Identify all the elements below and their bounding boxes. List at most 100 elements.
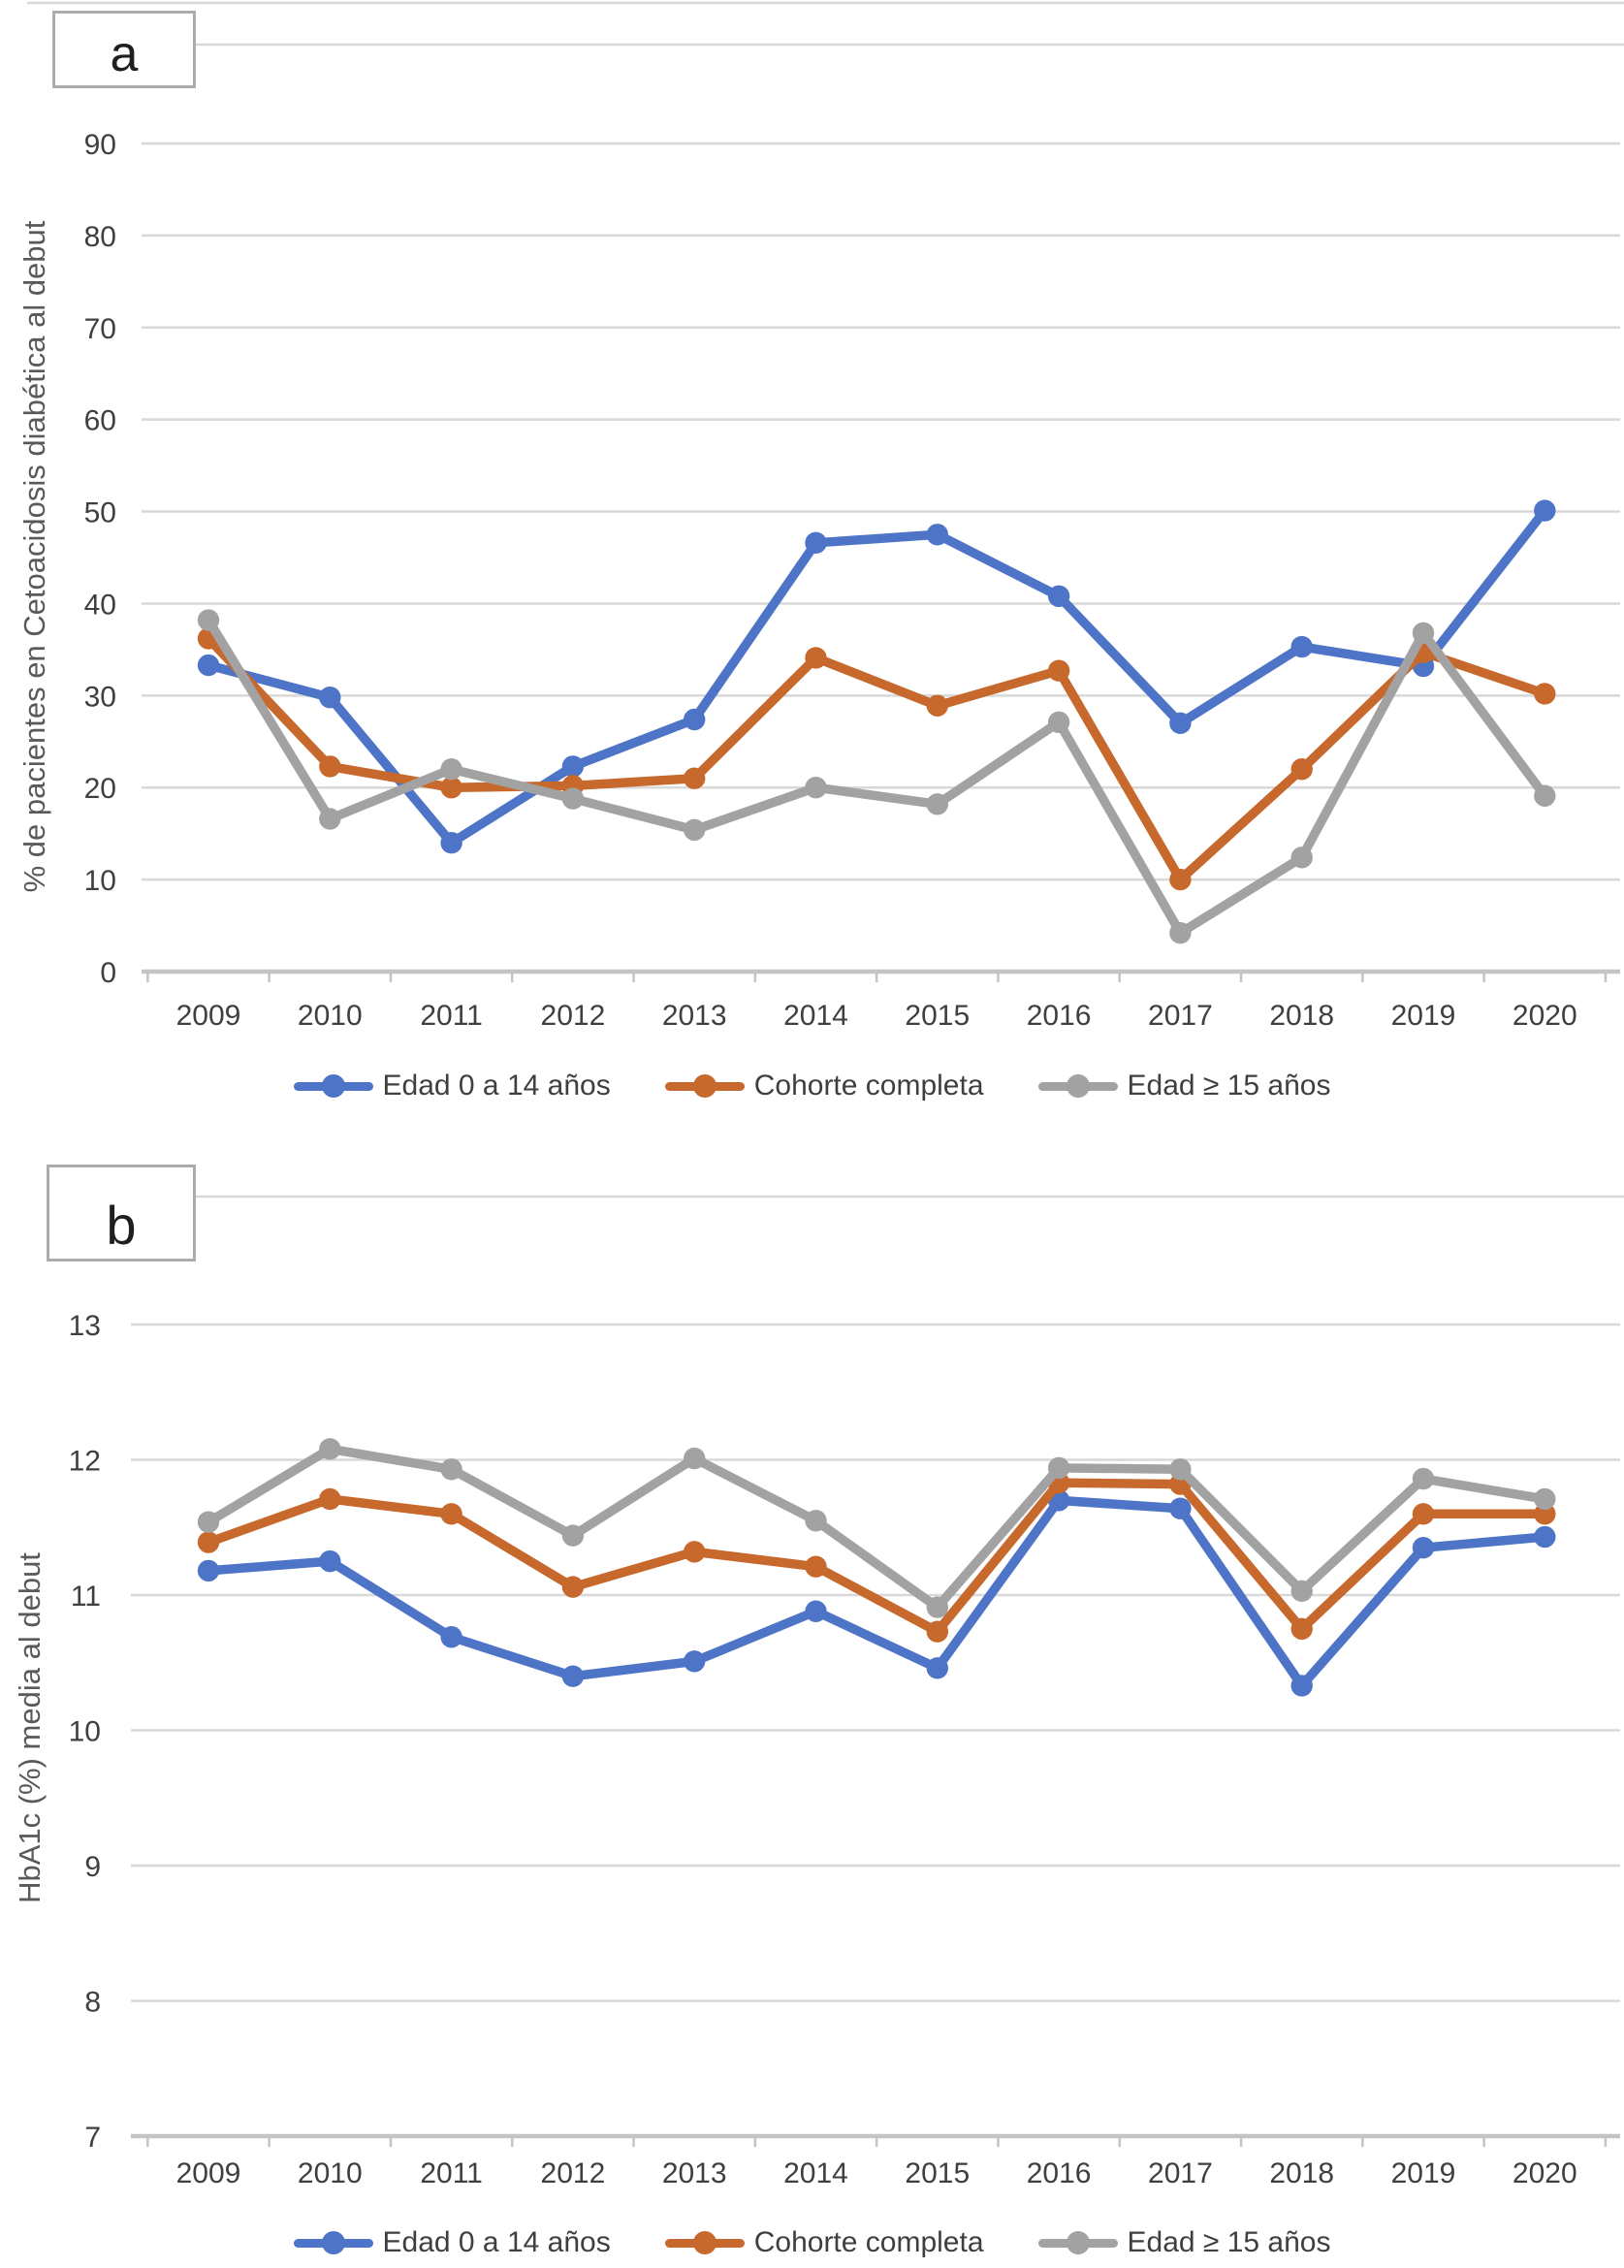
legend-line-marker-icon <box>293 1074 373 1098</box>
marker-edad-0-a-14-anos-2017 <box>1169 1497 1192 1519</box>
y-tick-label-20: 20 <box>84 773 116 805</box>
marker-edad-15-anos-2013 <box>684 818 706 842</box>
chart-b-y-axis-title: HbA1c (%) media al debut <box>13 1552 47 1903</box>
series-line-edad-0-a-14-anos <box>204 1495 1550 1691</box>
marker-cohorte-completa-2011 <box>440 777 462 799</box>
marker-cohorte-completa-2015 <box>926 694 948 717</box>
marker-edad-15-anos-2020 <box>1534 1487 1556 1511</box>
legend-item-edad-15-anos: Edad ≥ 15 años <box>1037 2226 1331 2259</box>
legend-label-edad-0-a-14-anos: Edad 0 a 14 años <box>382 1070 611 1102</box>
chart-a-y-axis-title: % de pacientes en Cetoacidosis diabética… <box>17 220 51 893</box>
x-tick-label-2017: 2017 <box>1148 1000 1213 1032</box>
panel-a-label-box: a <box>52 11 196 88</box>
y-tick-label-90: 90 <box>84 129 116 161</box>
y-tick-label-40: 40 <box>84 589 116 621</box>
x-tick-label-2013: 2013 <box>662 2157 727 2189</box>
marker-edad-0-a-14-anos-2018 <box>1290 635 1313 658</box>
marker-edad-15-anos-2017 <box>1169 921 1192 944</box>
y-tick-label-10: 10 <box>84 865 116 897</box>
x-tick-label-2009: 2009 <box>176 1000 241 1032</box>
panel-a-letter: a <box>110 26 139 82</box>
marker-edad-15-anos-2016 <box>1047 1456 1070 1480</box>
legend-dot-icon <box>1066 2231 1090 2254</box>
marker-edad-15-anos-2015 <box>926 1596 948 1618</box>
x-tick-label-2015: 2015 <box>905 1000 970 1032</box>
marker-edad-15-anos-2014 <box>805 1510 827 1532</box>
legend-item-edad-15-anos: Edad ≥ 15 años <box>1037 1070 1331 1102</box>
legend-line-marker-icon <box>664 1074 745 1098</box>
y-tick-label-0: 0 <box>100 957 116 989</box>
marker-edad-15-anos-2016 <box>1047 711 1070 734</box>
x-tick-label-2010: 2010 <box>298 2157 363 2189</box>
y-tick-label-7: 7 <box>84 2122 101 2154</box>
marker-edad-0-a-14-anos-2011 <box>440 1626 462 1648</box>
marker-edad-15-anos-2011 <box>440 758 462 781</box>
marker-edad-0-a-14-anos-2017 <box>1169 712 1192 734</box>
marker-edad-0-a-14-anos-2013 <box>684 1650 706 1673</box>
y-tick-label-70: 70 <box>84 313 116 345</box>
chart-b-legend: Edad 0 a 14 años Cohorte completa Edad ≥ 1… <box>0 2226 1624 2259</box>
y-tick-label-50: 50 <box>84 497 116 529</box>
legend-item-cohorte-completa: Cohorte completa <box>664 2226 984 2259</box>
marker-cohorte-completa-2012 <box>561 1576 585 1598</box>
marker-edad-15-anos-2015 <box>926 793 948 815</box>
x-tick-label-2019: 2019 <box>1391 1000 1456 1032</box>
marker-edad-15-anos-2018 <box>1290 1580 1313 1603</box>
marker-cohorte-completa-2010 <box>319 1487 341 1511</box>
marker-edad-0-a-14-anos-2014 <box>805 531 827 555</box>
y-tick-label-11: 11 <box>71 1581 101 1613</box>
y-tick-label-80: 80 <box>84 221 116 253</box>
marker-edad-0-a-14-anos-2013 <box>684 708 706 731</box>
legend-dot-icon <box>692 2231 716 2254</box>
marker-edad-15-anos-2019 <box>1412 622 1435 645</box>
legend-label-cohorte-completa: Cohorte completa <box>753 1070 984 1102</box>
chart-b-plot: 7 8 9 10 11 12 13 2009 2010 2011 2012 2013 2014 2015 2… <box>69 1195 1624 2189</box>
marker-cohorte-completa-2018 <box>1290 1617 1313 1641</box>
marker-cohorte-completa-2018 <box>1290 758 1313 781</box>
panel-b-letter: b <box>106 1195 137 1256</box>
legend-line-marker-icon <box>1037 1074 1118 1098</box>
legend-label-edad-15-anos: Edad ≥ 15 años <box>1127 2226 1331 2258</box>
legend-line-marker-icon <box>1037 2231 1118 2254</box>
legend-label-edad-15-anos: Edad ≥ 15 años <box>1127 1070 1331 1102</box>
x-tick-label-2009: 2009 <box>176 2157 241 2189</box>
marker-edad-15-anos-2014 <box>805 777 827 799</box>
chart-a-plot: 0 10 20 30 40 50 60 70 80 90 2009 2010 2011 2012 2013 2… <box>27 1 1624 1032</box>
series-line-edad-0-a-14-anos <box>204 505 1550 847</box>
marker-cohorte-completa-2019 <box>1412 1503 1435 1525</box>
marker-edad-0-a-14-anos-2011 <box>440 831 462 854</box>
y-tick-label-13: 13 <box>69 1310 101 1342</box>
x-tick-label-2018: 2018 <box>1269 2157 1334 2189</box>
marker-cohorte-completa-2014 <box>805 1555 827 1578</box>
legend-label-edad-0-a-14-anos: Edad 0 a 14 años <box>382 2226 611 2258</box>
marker-cohorte-completa-2016 <box>1047 659 1070 682</box>
legend-item-edad-0-a-14-anos: Edad 0 a 14 años <box>293 1070 611 1102</box>
marker-cohorte-completa-2010 <box>319 755 341 778</box>
marker-edad-15-anos-2009 <box>197 609 220 631</box>
marker-edad-0-a-14-anos-2012 <box>561 1665 585 1687</box>
marker-cohorte-completa-2009 <box>197 1531 220 1553</box>
marker-edad-15-anos-2010 <box>319 1438 341 1460</box>
marker-edad-15-anos-2013 <box>684 1447 706 1470</box>
y-tick-label-9: 9 <box>84 1851 101 1883</box>
marker-edad-0-a-14-anos-2012 <box>561 755 585 778</box>
series-line-cohorte-completa <box>204 1478 1550 1637</box>
marker-edad-0-a-14-anos-2020 <box>1534 499 1556 522</box>
x-tick-label-2011: 2011 <box>420 1000 483 1032</box>
panel-b-label-box: b <box>47 1165 196 1262</box>
x-tick-label-2012: 2012 <box>541 2157 606 2189</box>
chart-a-legend: Edad 0 a 14 años Cohorte completa Edad ≥ 1… <box>0 1070 1624 1102</box>
marker-edad-15-anos-2020 <box>1534 784 1556 807</box>
x-tick-label-2012: 2012 <box>541 1000 606 1032</box>
marker-edad-15-anos-2017 <box>1169 1458 1192 1481</box>
marker-cohorte-completa-2020 <box>1534 1503 1556 1525</box>
marker-edad-0-a-14-anos-2009 <box>197 1559 220 1582</box>
marker-edad-0-a-14-anos-2020 <box>1534 1525 1556 1549</box>
marker-edad-15-anos-2019 <box>1412 1467 1435 1490</box>
x-tick-label-2014: 2014 <box>783 2157 848 2189</box>
legend-dot-icon <box>321 1074 345 1098</box>
legend-dot-icon <box>1066 1074 1090 1098</box>
x-tick-label-2018: 2018 <box>1269 1000 1334 1032</box>
legend-line-marker-icon <box>664 2231 745 2254</box>
